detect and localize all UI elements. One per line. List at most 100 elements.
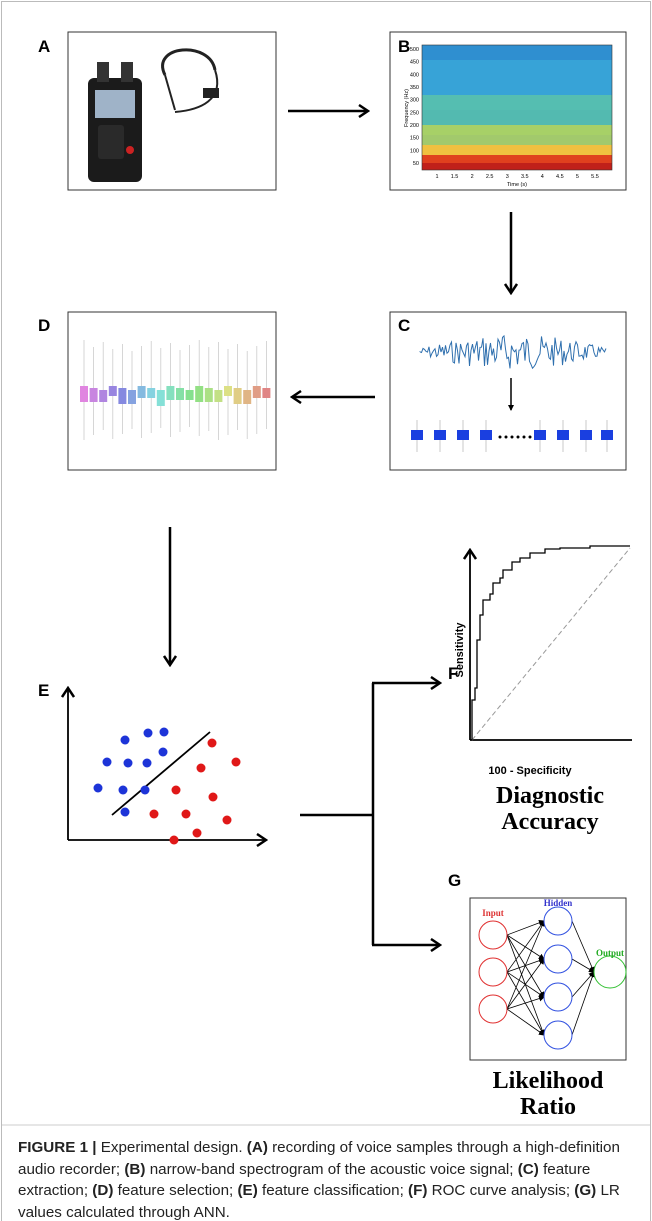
x-tick-label: 4 bbox=[541, 174, 544, 180]
feature-box bbox=[411, 430, 423, 440]
box bbox=[205, 388, 213, 402]
ellipsis-dot bbox=[523, 436, 526, 439]
point bbox=[197, 764, 206, 773]
point bbox=[94, 784, 103, 793]
y-tick-label: 150 bbox=[410, 136, 419, 142]
x-tick-label: 5.5 bbox=[591, 174, 599, 180]
caption-text: (C) bbox=[518, 1161, 539, 1178]
box bbox=[214, 390, 222, 402]
point bbox=[144, 729, 153, 738]
point bbox=[223, 816, 232, 825]
decision-boundary bbox=[112, 732, 210, 815]
figure-caption: FIGURE 1 | Experimental design. (A) reco… bbox=[18, 1137, 636, 1221]
ellipsis-dot bbox=[517, 436, 520, 439]
feature-box bbox=[434, 430, 446, 440]
panel-title: Diagnostic bbox=[496, 783, 604, 809]
caption-text: FIGURE 1 | bbox=[18, 1139, 97, 1156]
y-tick-label: 350 bbox=[410, 85, 419, 91]
feature-box bbox=[534, 430, 546, 440]
box bbox=[80, 386, 88, 402]
feature-box bbox=[580, 430, 592, 440]
point bbox=[143, 759, 152, 768]
point bbox=[182, 810, 191, 819]
box bbox=[195, 386, 203, 402]
hidden-node bbox=[544, 1021, 572, 1049]
caption-text: (E) bbox=[238, 1182, 258, 1199]
box bbox=[253, 386, 261, 398]
axis-label: Time (s) bbox=[507, 182, 527, 188]
x-tick-label: 3 bbox=[506, 174, 509, 180]
point bbox=[103, 758, 112, 767]
ellipsis-dot bbox=[505, 436, 508, 439]
box bbox=[138, 386, 146, 398]
panel-title: Likelihood bbox=[493, 1068, 604, 1094]
x-tick-label: 4.5 bbox=[556, 174, 564, 180]
box bbox=[90, 388, 98, 402]
output-node bbox=[594, 956, 626, 988]
caption-text: (F) bbox=[408, 1182, 427, 1199]
feature-box bbox=[480, 430, 492, 440]
x-tick-label: 3.5 bbox=[521, 174, 529, 180]
spectrogram-image bbox=[422, 45, 612, 170]
layer-label: Output bbox=[596, 948, 624, 958]
box bbox=[234, 388, 242, 404]
input-node bbox=[479, 995, 507, 1023]
y-tick-label: 400 bbox=[410, 72, 419, 78]
point bbox=[172, 786, 181, 795]
feature-box bbox=[601, 430, 613, 440]
y-tick-label: 50 bbox=[413, 161, 419, 167]
panel-title: Ratio bbox=[520, 1094, 576, 1120]
box bbox=[224, 386, 232, 396]
feature-box bbox=[557, 430, 569, 440]
box bbox=[186, 390, 194, 400]
y-tick-label: 100 bbox=[410, 148, 419, 154]
class-points bbox=[94, 728, 241, 845]
point bbox=[159, 748, 168, 757]
caption-text: (A) bbox=[247, 1139, 268, 1156]
input-node bbox=[479, 958, 507, 986]
ellipsis-dot bbox=[529, 436, 532, 439]
box bbox=[118, 388, 126, 404]
x-tick-label: 1.5 bbox=[451, 174, 459, 180]
x-tick-label: 1 bbox=[435, 174, 438, 180]
caption-text: (G) bbox=[574, 1182, 596, 1199]
box bbox=[99, 390, 107, 402]
hidden-node bbox=[544, 907, 572, 935]
point bbox=[170, 836, 179, 845]
point bbox=[121, 736, 130, 745]
panel-box bbox=[390, 312, 626, 470]
y-tick-label: 200 bbox=[410, 123, 419, 129]
box bbox=[147, 388, 155, 398]
x-tick-label: 2.5 bbox=[486, 174, 494, 180]
point bbox=[141, 786, 150, 795]
caption-text: feature classification; bbox=[258, 1182, 408, 1199]
roc-curve bbox=[472, 546, 630, 740]
x-tick-label: 2 bbox=[471, 174, 474, 180]
panel-title: Accuracy bbox=[501, 809, 598, 835]
hidden-node bbox=[544, 945, 572, 973]
y-tick-label: 250 bbox=[410, 110, 419, 116]
box bbox=[166, 386, 174, 400]
figure-page: 5004504003503002502001501005011.522.533.… bbox=[0, 0, 652, 1221]
axis-label: 100 - Specificity bbox=[488, 765, 572, 777]
box bbox=[176, 388, 184, 400]
hidden-node bbox=[544, 983, 572, 1011]
panel-label: A bbox=[38, 37, 50, 56]
box bbox=[262, 388, 270, 398]
point bbox=[121, 808, 130, 817]
layer-label: Input bbox=[482, 908, 504, 918]
point bbox=[119, 786, 128, 795]
caption-text: feature selection; bbox=[113, 1182, 237, 1199]
chance-line bbox=[472, 548, 630, 740]
point bbox=[232, 758, 241, 767]
ellipsis-dot bbox=[499, 436, 502, 439]
figure: 5004504003503002502001501005011.522.533.… bbox=[0, 0, 652, 1221]
y-tick-label: 300 bbox=[410, 98, 419, 104]
input-node bbox=[479, 921, 507, 949]
point bbox=[150, 810, 159, 819]
caption-text: Experimental design. bbox=[97, 1139, 247, 1156]
layer-label: Hidden bbox=[544, 898, 573, 908]
panel-label: E bbox=[38, 681, 49, 700]
point bbox=[208, 739, 217, 748]
point bbox=[160, 728, 169, 737]
